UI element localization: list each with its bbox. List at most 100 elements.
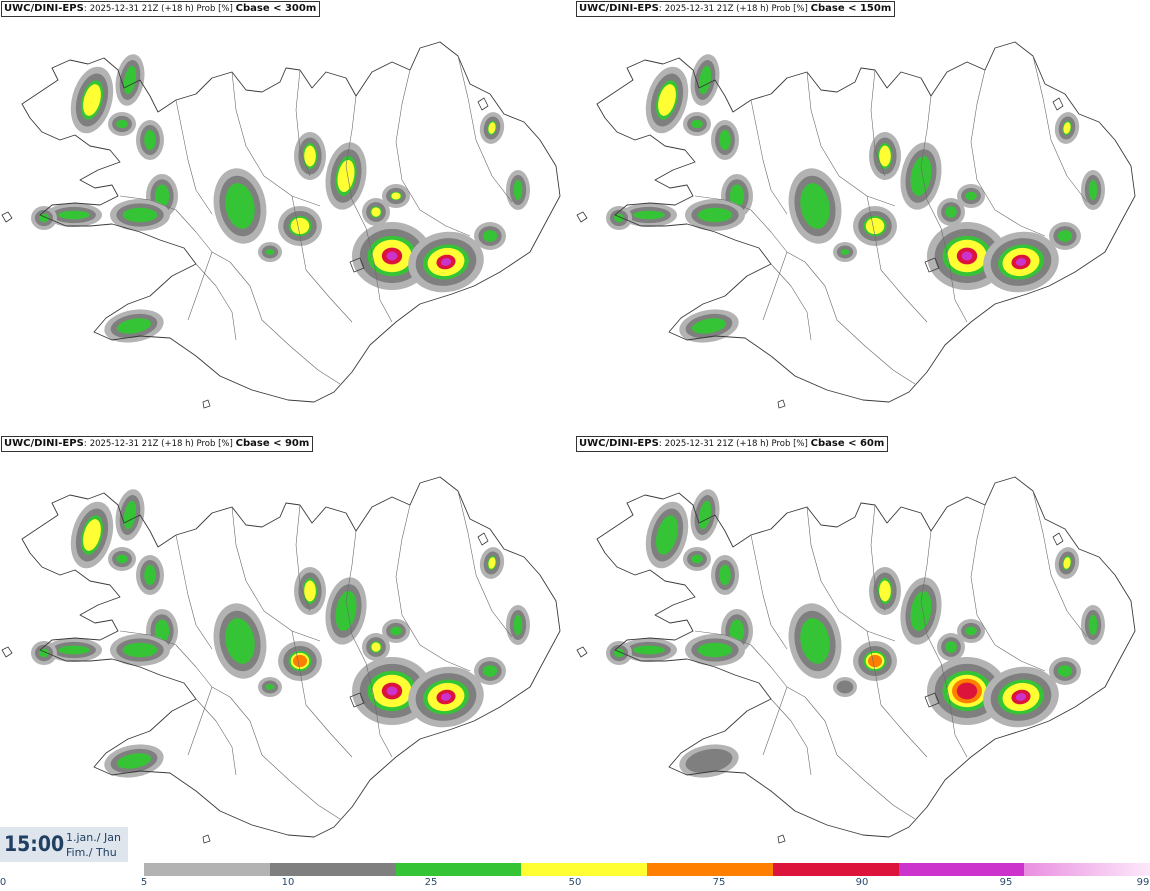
panel-title: UWC/DINI-EPS: 2025-12-31 21Z (+18 h) Pro… xyxy=(576,436,889,452)
probability-area xyxy=(440,258,452,266)
model-name: UWC/DINI-EPS xyxy=(579,438,659,449)
probability-area xyxy=(800,183,830,229)
island xyxy=(1,211,13,223)
probability-area xyxy=(719,564,731,586)
probability-area xyxy=(729,619,745,643)
probability-area xyxy=(633,210,665,220)
probability-area xyxy=(488,557,496,569)
probability-area xyxy=(513,614,523,636)
iceland-map xyxy=(1,476,561,844)
colorbar-tick-label: 5 xyxy=(140,877,148,888)
probability-area xyxy=(729,184,745,208)
probability-area xyxy=(335,591,357,631)
island xyxy=(202,399,211,409)
probability-area xyxy=(123,65,137,95)
probability-area xyxy=(800,618,830,664)
parameter-label: Cbase < 90m xyxy=(235,438,310,449)
panel-title: UWC/DINI-EPS: 2025-12-31 21Z (+18 h) Pro… xyxy=(1,1,321,17)
municipal-boundary xyxy=(175,99,213,215)
probability-area xyxy=(482,230,498,242)
colorbar-bin-95-99 xyxy=(898,863,1025,876)
colorbar-tick-label: 10 xyxy=(281,877,295,888)
probability-area xyxy=(265,684,275,690)
probability-area xyxy=(879,580,891,602)
probability-area xyxy=(719,129,731,151)
municipal-boundary xyxy=(870,504,886,612)
probability-area xyxy=(225,183,255,229)
probability-area xyxy=(633,645,665,655)
map-panel-90m: UWC/DINI-EPS: 2025-12-31 21Z (+18 h) Pro… xyxy=(0,435,575,871)
municipal-boundary xyxy=(806,506,896,642)
municipal-boundary xyxy=(870,69,886,177)
iceland-map xyxy=(576,476,1136,844)
colorbar-bin-10-25 xyxy=(269,863,396,876)
municipal-boundary xyxy=(920,95,942,229)
colorbar-tick-label: 95 xyxy=(999,877,1013,888)
municipal-boundary xyxy=(291,195,353,323)
colorbar-bin-5-10 xyxy=(144,863,271,876)
island xyxy=(477,532,489,546)
municipal-boundary xyxy=(770,263,812,341)
municipal-boundary xyxy=(1032,55,1088,203)
probability-area xyxy=(655,515,679,555)
colorbar-tick-label: 0 xyxy=(0,877,7,888)
valid-time-box: 15:00 1.jan./ Jan Fim./ Thu xyxy=(0,827,128,862)
probability-area xyxy=(691,554,703,564)
municipal-boundary xyxy=(762,686,788,756)
probability-area xyxy=(371,642,381,652)
municipal-boundary xyxy=(750,99,788,215)
probability-area xyxy=(154,184,170,208)
probability-area xyxy=(1057,665,1073,677)
probability-area xyxy=(698,500,712,530)
probability-area xyxy=(513,179,523,201)
municipal-boundary xyxy=(229,696,341,820)
probability-area xyxy=(265,249,275,255)
municipal-boundary xyxy=(231,71,321,207)
probability-area xyxy=(691,318,727,334)
municipal-boundary xyxy=(457,55,513,203)
coastline xyxy=(21,41,561,403)
municipal-boundary xyxy=(395,69,471,237)
probability-area xyxy=(391,192,401,200)
island xyxy=(924,692,940,708)
model-name: UWC/DINI-EPS xyxy=(4,3,84,14)
run-info: 2025-12-31 21Z (+18 h) Prob [%] xyxy=(89,4,233,14)
model-name: UWC/DINI-EPS xyxy=(4,438,84,449)
probability-area xyxy=(1063,122,1071,134)
probability-area xyxy=(122,642,158,658)
municipal-boundary xyxy=(395,504,471,672)
coastline xyxy=(21,476,561,838)
map-panel-150m: UWC/DINI-EPS: 2025-12-31 21Z (+18 h) Pro… xyxy=(575,0,1150,436)
iceland-map xyxy=(576,41,1136,409)
municipal-boundary xyxy=(195,698,237,776)
municipal-boundary xyxy=(295,69,311,177)
colorbar-tick-label: 75 xyxy=(712,877,726,888)
probability-area xyxy=(116,119,128,129)
municipal-boundary xyxy=(694,630,806,698)
colorbar-bin-25-50 xyxy=(395,863,522,876)
probability-area xyxy=(945,206,957,218)
probability-area xyxy=(58,645,90,655)
municipal-boundary xyxy=(920,530,942,664)
probability-area xyxy=(116,554,128,564)
iceland-map xyxy=(1,41,561,409)
probability-area xyxy=(698,65,712,95)
panel-title: UWC/DINI-EPS: 2025-12-31 21Z (+18 h) Pro… xyxy=(1,436,314,452)
island xyxy=(202,834,211,844)
probability-area xyxy=(840,249,850,255)
probability-area xyxy=(1015,258,1027,266)
colorbar xyxy=(144,863,1150,876)
municipal-boundary xyxy=(291,630,353,758)
probability-area xyxy=(123,500,137,530)
probability-area xyxy=(292,654,308,668)
municipal-boundary xyxy=(940,662,968,758)
run-info: 2025-12-31 21Z (+18 h) Prob [%] xyxy=(664,439,808,449)
map-panel-60m: UWC/DINI-EPS: 2025-12-31 21Z (+18 h) Pro… xyxy=(575,435,1150,871)
municipal-boundary xyxy=(231,506,321,642)
island xyxy=(349,257,365,273)
probability-area xyxy=(304,145,316,167)
parameter-label: Cbase < 150m xyxy=(810,3,892,14)
valid-date: 1.jan./ Jan xyxy=(66,831,121,844)
municipal-boundary xyxy=(229,261,341,385)
municipal-boundary xyxy=(345,530,367,664)
